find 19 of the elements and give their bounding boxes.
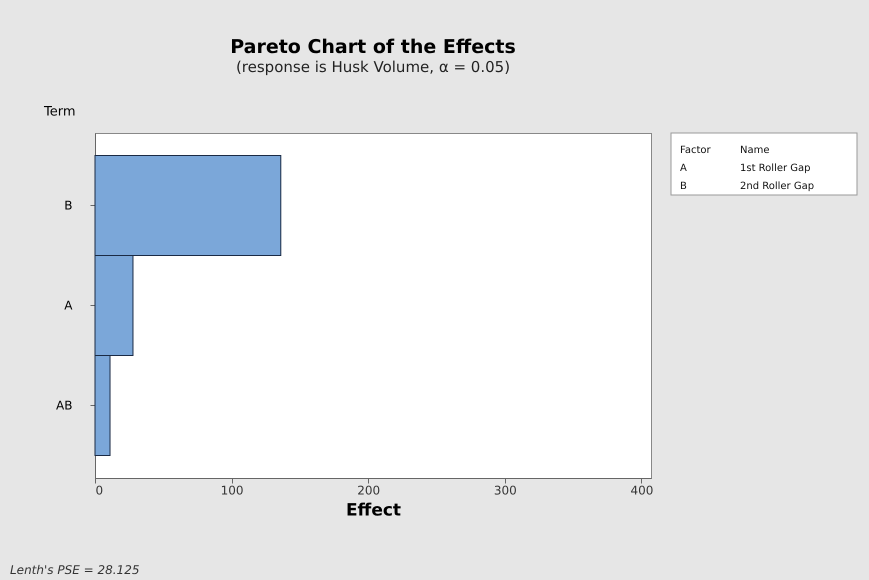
text: B xyxy=(680,181,687,192)
chart-subtitle: (response is Husk Volume, α = 0.05) xyxy=(236,58,510,76)
x-tick-label: 200 xyxy=(357,484,380,498)
chart-title: Pareto Chart of the Effects xyxy=(230,36,516,58)
y-tick-label: AB xyxy=(56,398,72,412)
y-axis-title: Term xyxy=(42,104,76,120)
y-tick-label: A xyxy=(64,298,74,312)
text: Lenth's PSE = 28.125 xyxy=(10,563,140,577)
text: A xyxy=(680,163,687,174)
x-tick-label: 0 xyxy=(96,484,104,498)
x-axis-title: Effect xyxy=(346,500,402,520)
x-tick-label: 100 xyxy=(220,484,244,498)
y-tick-label: B xyxy=(64,198,72,212)
text: Factor xyxy=(680,145,712,156)
text: Name xyxy=(740,145,770,156)
x-tick-label: 300 xyxy=(494,484,517,498)
x-tick-label: 400 xyxy=(630,484,654,498)
text: 1st Roller Gap xyxy=(740,163,811,174)
text: 2nd Roller Gap xyxy=(740,181,814,192)
